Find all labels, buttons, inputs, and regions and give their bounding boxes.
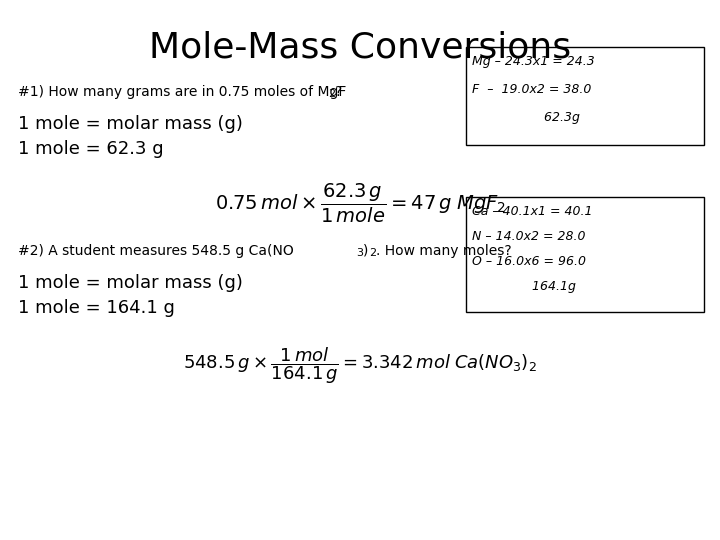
Text: $0.75\,mol \times \dfrac{62.3\,g}{1\,mole} = 47\,g\;MgF_2$: $0.75\,mol \times \dfrac{62.3\,g}{1\,mol… xyxy=(215,182,505,225)
Text: 1 mole = molar mass (g): 1 mole = molar mass (g) xyxy=(18,274,243,292)
Text: 1 mole = 164.1 g: 1 mole = 164.1 g xyxy=(18,299,175,317)
Text: #2) A student measures 548.5 g Ca(NO: #2) A student measures 548.5 g Ca(NO xyxy=(18,244,294,258)
Text: 164.1g: 164.1g xyxy=(472,280,576,293)
Text: ): ) xyxy=(363,244,369,258)
Text: 1 mole = molar mass (g): 1 mole = molar mass (g) xyxy=(18,115,243,133)
Text: Mole-Mass Conversions: Mole-Mass Conversions xyxy=(149,30,571,64)
Text: F  –  19.0x2 = 38.0: F – 19.0x2 = 38.0 xyxy=(472,83,591,96)
Text: 62.3g: 62.3g xyxy=(472,111,580,124)
Text: 3: 3 xyxy=(356,248,363,258)
Text: $548.5\,g \times \dfrac{1\,mol}{164.1\,g} = 3.342\,mol\;Ca(NO_3)_2$: $548.5\,g \times \dfrac{1\,mol}{164.1\,g… xyxy=(183,345,537,386)
Text: Mg – 24.3x1 = 24.3: Mg – 24.3x1 = 24.3 xyxy=(472,55,595,68)
Text: Ca – 40.1x1 = 40.1: Ca – 40.1x1 = 40.1 xyxy=(472,205,593,218)
Text: . How many moles?: . How many moles? xyxy=(376,244,512,258)
Text: 2: 2 xyxy=(369,248,376,258)
Text: O – 16.0x6 = 96.0: O – 16.0x6 = 96.0 xyxy=(472,255,586,268)
Bar xyxy=(466,47,704,145)
Text: N – 14.0x2 = 28.0: N – 14.0x2 = 28.0 xyxy=(472,230,585,243)
Text: ?: ? xyxy=(335,85,342,99)
Bar xyxy=(466,197,704,312)
Text: 1 mole = 62.3 g: 1 mole = 62.3 g xyxy=(18,140,163,158)
Text: #1) How many grams are in 0.75 moles of MgF: #1) How many grams are in 0.75 moles of … xyxy=(18,85,346,99)
Text: 2: 2 xyxy=(328,89,335,99)
